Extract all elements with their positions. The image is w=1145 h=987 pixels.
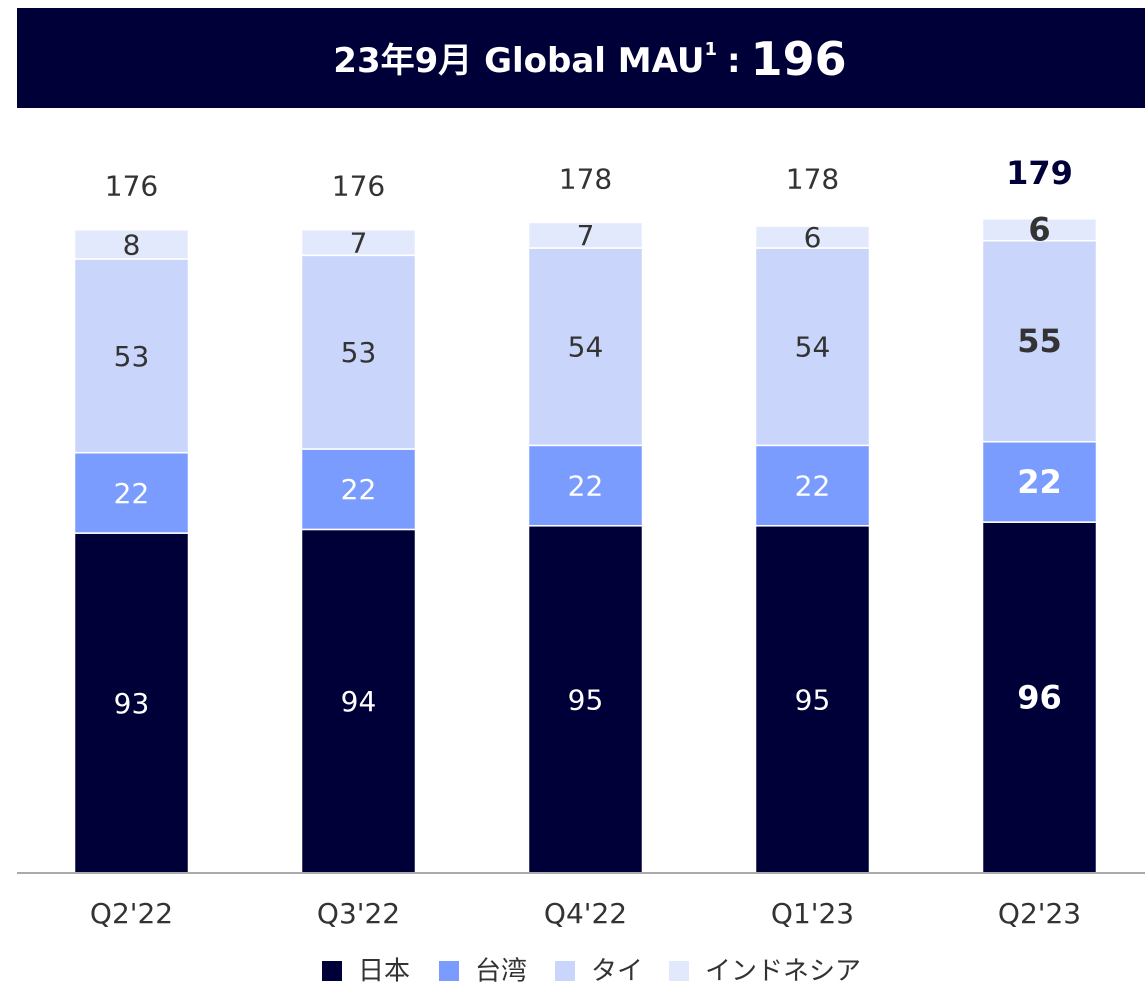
bar-segment bbox=[981, 521, 1098, 874]
bar-segment bbox=[527, 221, 644, 249]
data-label: 22 bbox=[114, 477, 150, 510]
data-label: 22 bbox=[1017, 463, 1062, 501]
legend-label: インドネシア bbox=[705, 957, 861, 987]
data-label: 54 bbox=[568, 331, 604, 364]
x-tick-label: Q2'23 bbox=[998, 897, 1081, 930]
legend-label: 日本 bbox=[358, 957, 410, 987]
data-label: 55 bbox=[1017, 322, 1062, 360]
title-banner bbox=[17, 8, 1145, 108]
bar-segment bbox=[754, 525, 871, 874]
data-label: 53 bbox=[341, 336, 377, 369]
data-label: 6 bbox=[804, 221, 822, 254]
bar-segment bbox=[754, 247, 871, 447]
bar-segment bbox=[527, 525, 644, 874]
legend-swatch bbox=[555, 961, 575, 981]
bar-segment bbox=[300, 228, 417, 257]
data-label: 95 bbox=[795, 683, 831, 716]
total-label: 178 bbox=[559, 162, 612, 195]
x-tick-label: Q1'23 bbox=[771, 897, 854, 930]
data-label: 7 bbox=[350, 227, 368, 260]
bar-segment bbox=[300, 448, 417, 531]
data-label: 95 bbox=[568, 683, 604, 716]
bar-segment bbox=[981, 440, 1098, 523]
data-label: 53 bbox=[114, 340, 150, 373]
total-label: 179 bbox=[1006, 154, 1073, 192]
bar-segment bbox=[300, 254, 417, 450]
bar-segment bbox=[73, 258, 190, 454]
bar-segment bbox=[73, 532, 190, 874]
chart-title: 23年9月 Global MAU bbox=[333, 41, 704, 81]
legend-label: 台湾 bbox=[475, 957, 527, 987]
bar-segment bbox=[754, 225, 871, 249]
x-tick-label: Q2'22 bbox=[90, 897, 173, 930]
x-tick-label: Q4'22 bbox=[544, 897, 627, 930]
legend-swatch bbox=[669, 961, 689, 981]
bar-segment bbox=[981, 218, 1098, 242]
data-label: 96 bbox=[1017, 679, 1062, 717]
data-label: 8 bbox=[123, 228, 141, 261]
legend-label: タイ bbox=[591, 957, 643, 987]
data-label: 22 bbox=[568, 470, 604, 503]
data-label: 54 bbox=[795, 331, 831, 364]
data-label: 6 bbox=[1028, 211, 1050, 249]
total-label: 176 bbox=[105, 170, 158, 203]
data-label: 7 bbox=[577, 219, 595, 252]
chart-title-group: 23年9月 Global MAU1:196 bbox=[333, 32, 846, 86]
legend-swatch bbox=[439, 961, 459, 981]
total-label: 176 bbox=[332, 170, 385, 203]
headline: 196 bbox=[751, 32, 847, 86]
bar-segment bbox=[754, 444, 871, 527]
x-tick-label: Q3'22 bbox=[317, 897, 400, 930]
title-footnote: 1 bbox=[705, 39, 718, 60]
total-label: 178 bbox=[786, 162, 839, 195]
data-label: 93 bbox=[114, 687, 150, 720]
data-label: 94 bbox=[341, 685, 377, 718]
data-label: 22 bbox=[795, 470, 831, 503]
bar-segment bbox=[73, 228, 190, 260]
bar-segment bbox=[527, 247, 644, 447]
title-separator: : bbox=[727, 41, 741, 81]
data-label: 22 bbox=[341, 473, 377, 506]
legend-swatch bbox=[322, 961, 342, 981]
